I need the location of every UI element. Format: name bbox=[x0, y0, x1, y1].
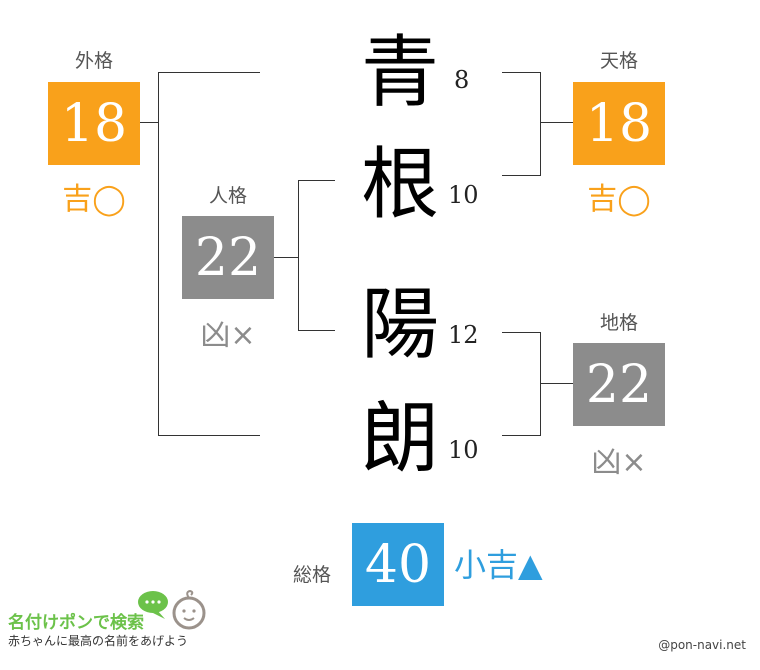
chikaku-label: 地格 bbox=[599, 312, 638, 334]
logo-title: 名付けポンで検索 bbox=[8, 613, 144, 633]
bracket-line bbox=[298, 180, 299, 331]
bracket-line bbox=[140, 122, 158, 123]
jinkaku-value: 22 bbox=[182, 216, 274, 299]
stroke-count: 10 bbox=[448, 436, 479, 464]
name-char: 青 bbox=[360, 28, 439, 118]
chikaku-value: 22 bbox=[573, 343, 665, 426]
bracket-line bbox=[540, 332, 541, 436]
logo-tagline: 赤ちゃんに最高の名前をあげよう bbox=[8, 634, 189, 648]
bracket-line bbox=[298, 330, 335, 331]
stroke-count: 10 bbox=[448, 181, 479, 209]
tenkaku-fortune: 吉◯ bbox=[587, 182, 651, 217]
soukaku-label: 総格 bbox=[292, 564, 331, 586]
soukaku-value: 40 bbox=[352, 523, 444, 606]
gaikaku-fortune: 吉◯ bbox=[62, 182, 126, 217]
chikaku-fortune: 凶× bbox=[591, 445, 647, 480]
bracket-line bbox=[502, 72, 540, 73]
credit: @pon-navi.net bbox=[658, 638, 746, 652]
bracket-line bbox=[502, 332, 540, 333]
name-char: 根 bbox=[360, 140, 439, 230]
stroke-count: 8 bbox=[454, 66, 470, 94]
bracket-line bbox=[540, 72, 541, 176]
name-char: 陽 bbox=[360, 280, 439, 370]
bracket-line bbox=[540, 122, 573, 123]
bracket-line bbox=[158, 72, 159, 436]
bracket-line bbox=[158, 435, 260, 436]
bracket-line bbox=[158, 72, 260, 73]
bracket-line bbox=[540, 383, 573, 384]
bracket-line bbox=[502, 435, 540, 436]
name-char: 朗 bbox=[360, 394, 439, 484]
bracket-line bbox=[274, 257, 298, 258]
logo[interactable]: 名付けポンで検索 赤ちゃんに最高の名前をあげよう bbox=[8, 588, 218, 658]
gaikaku-label: 外格 bbox=[74, 50, 113, 72]
tenkaku-value: 18 bbox=[573, 82, 665, 165]
gaikaku-value: 18 bbox=[48, 82, 140, 165]
bracket-line bbox=[502, 175, 540, 176]
soukaku-fortune: 小吉▲ bbox=[454, 546, 543, 584]
tenkaku-label: 天格 bbox=[599, 50, 638, 72]
stroke-count: 12 bbox=[448, 321, 479, 349]
baby-face-chat-icon bbox=[138, 589, 206, 630]
bracket-line bbox=[298, 180, 335, 181]
jinkaku-fortune: 凶× bbox=[200, 318, 256, 353]
jinkaku-label: 人格 bbox=[208, 185, 247, 207]
